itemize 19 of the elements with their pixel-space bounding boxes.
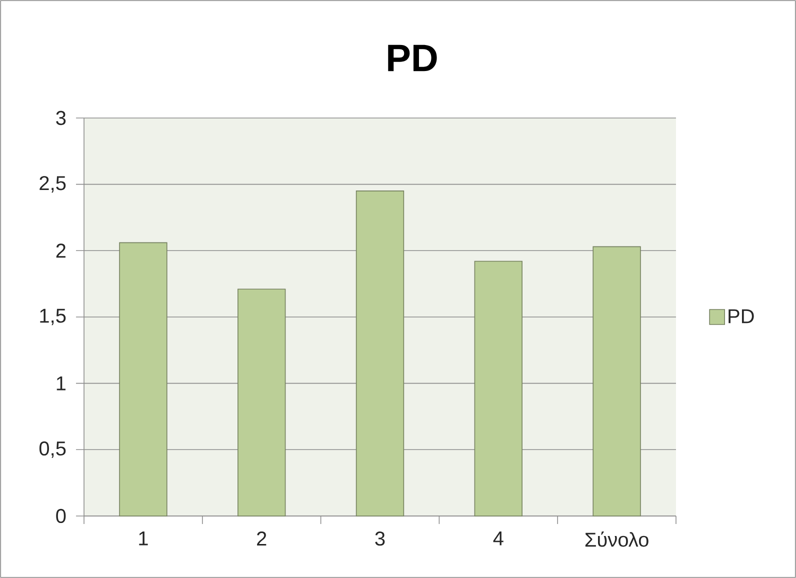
y-tick-label: 1 — [56, 376, 66, 390]
y-tick-label: 0,5 — [39, 441, 66, 458]
legend-label: PD — [728, 309, 754, 324]
y-tick-label: 2,5 — [40, 176, 66, 193]
x-tick-label: 2 — [257, 532, 266, 546]
y-tick-label: 3 — [56, 110, 66, 126]
x-tick-label: Σύνολο — [585, 532, 648, 547]
bar — [474, 260, 522, 516]
bar — [356, 190, 404, 516]
y-tick-label: 2 — [56, 244, 66, 258]
x-tick-label: 1 — [139, 532, 148, 546]
y-tick-label: 1,5 — [40, 308, 66, 326]
bar — [592, 246, 641, 516]
x-tick-label: 4 — [493, 532, 504, 546]
y-tick-label: 0 — [56, 508, 66, 524]
bar — [119, 242, 168, 516]
x-tick-label: 3 — [375, 532, 385, 546]
chart-title: PD — [388, 44, 437, 72]
bar — [238, 288, 286, 516]
